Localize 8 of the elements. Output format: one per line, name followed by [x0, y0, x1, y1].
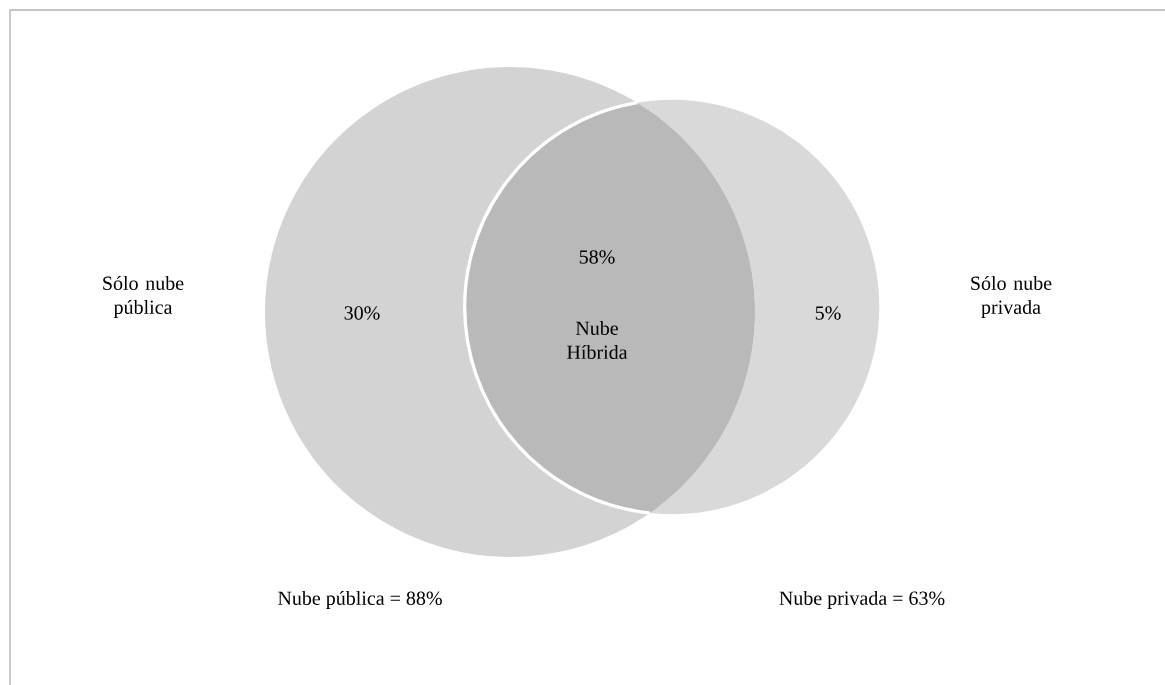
category-label: Sólo nube privada [971, 275, 1052, 319]
data-label: 58% [579, 250, 615, 264]
data-label: 5% [815, 306, 841, 320]
text: Nube pública = 88% [278, 590, 442, 610]
data-label: 30% [344, 306, 380, 320]
text: Nube privada = 63% [779, 590, 945, 610]
category-label: Sólo nube pública [103, 275, 184, 319]
category-label: Nube Híbrida [567, 320, 628, 360]
